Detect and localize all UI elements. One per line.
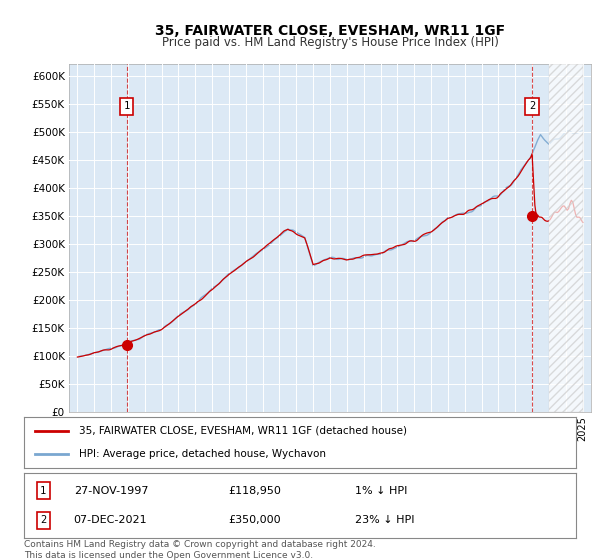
Text: 1: 1 <box>124 101 130 111</box>
Text: 23% ↓ HPI: 23% ↓ HPI <box>355 515 415 525</box>
Text: Contains HM Land Registry data © Crown copyright and database right 2024.
This d: Contains HM Land Registry data © Crown c… <box>24 540 376 560</box>
Text: £118,950: £118,950 <box>228 486 281 496</box>
Text: 35, FAIRWATER CLOSE, EVESHAM, WR11 1GF: 35, FAIRWATER CLOSE, EVESHAM, WR11 1GF <box>155 24 505 38</box>
Text: Price paid vs. HM Land Registry's House Price Index (HPI): Price paid vs. HM Land Registry's House … <box>161 36 499 49</box>
Text: 2: 2 <box>40 515 46 525</box>
Text: 07-DEC-2021: 07-DEC-2021 <box>74 515 148 525</box>
Text: 27-NOV-1997: 27-NOV-1997 <box>74 486 148 496</box>
Text: 35, FAIRWATER CLOSE, EVESHAM, WR11 1GF (detached house): 35, FAIRWATER CLOSE, EVESHAM, WR11 1GF (… <box>79 426 407 436</box>
Text: £350,000: £350,000 <box>228 515 281 525</box>
Text: HPI: Average price, detached house, Wychavon: HPI: Average price, detached house, Wych… <box>79 449 326 459</box>
Text: 2: 2 <box>529 101 535 111</box>
Text: 1% ↓ HPI: 1% ↓ HPI <box>355 486 407 496</box>
Text: 1: 1 <box>40 486 46 496</box>
